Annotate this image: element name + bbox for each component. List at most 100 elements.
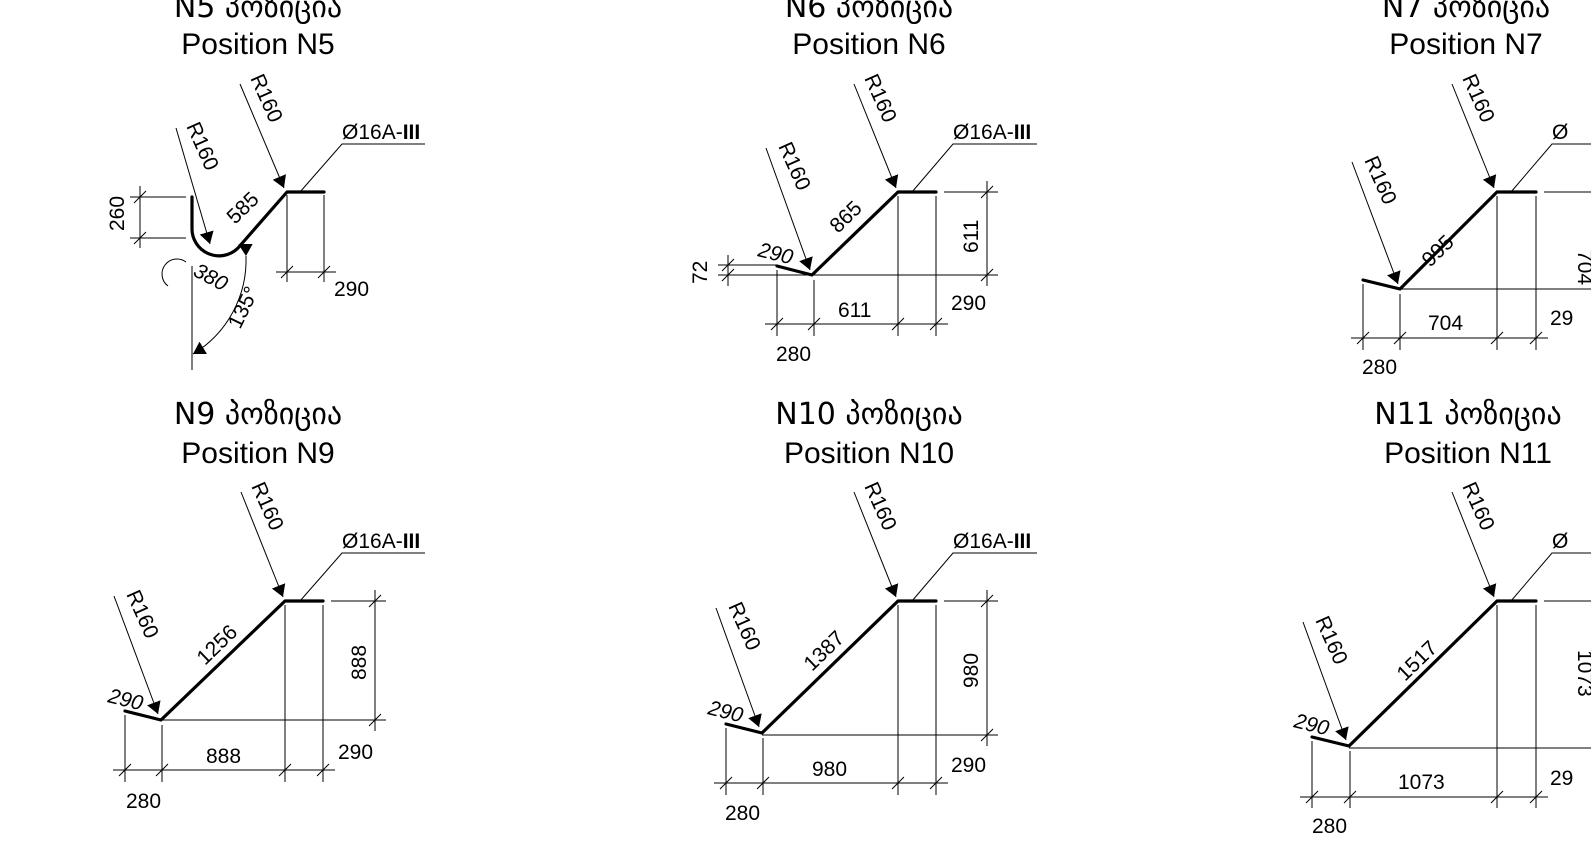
n11-tick	[1490, 790, 1504, 804]
n5-title-en: Position N5	[181, 28, 334, 61]
n5-diameter-leader	[299, 143, 425, 193]
n10-vertical-label: 980	[960, 653, 983, 688]
n10-tail-left-len-label: 290	[705, 696, 746, 727]
n10-diameter-leader	[911, 552, 1037, 602]
n11-tick	[1305, 790, 1319, 804]
n9-title-ka: N9 პოზიცია	[174, 397, 342, 432]
n10-tail-right-label: 290	[951, 754, 986, 777]
n6-title-ka: N6 პოზიცია	[785, 0, 953, 25]
n5-arc-symbol	[161, 258, 187, 287]
n11-horizontal-label: 1073	[1398, 771, 1445, 794]
n9-radius-upper-label: R160	[246, 479, 287, 534]
n5-title-ka: N5 პოზიცია	[174, 0, 342, 25]
n9-diameter-leader	[299, 552, 425, 602]
n9-tail-left-len-label: 290	[105, 684, 146, 715]
n5-radius-lower-label: R160	[181, 119, 222, 174]
n10-radius-upper-leader	[853, 491, 899, 598]
n7-tick	[1529, 331, 1543, 345]
n10-tick	[980, 728, 994, 742]
n5-tick	[280, 265, 294, 279]
n10-tick	[980, 594, 994, 608]
n7-radius-lower-label: R160	[1359, 153, 1400, 208]
n9-segment-label: 1256	[192, 621, 242, 670]
n9-diameter-label: Ø16A-III	[342, 530, 420, 553]
n7-radius-lower-leader	[1351, 161, 1401, 285]
n10-title-ka: N10 პოზიცია	[775, 397, 962, 432]
n10-tick	[891, 776, 905, 790]
n7-radius-upper-leader	[1451, 83, 1497, 189]
n9-bar-shape	[123, 599, 325, 722]
n7-radius-upper-label: R160	[1457, 71, 1498, 126]
n6-tick	[980, 185, 994, 199]
n11-radius-lower-leader	[1302, 621, 1349, 741]
n11-diameter-leader	[1510, 552, 1591, 602]
n10-radius-upper-label: R160	[859, 479, 900, 534]
n5-tick	[133, 231, 147, 245]
n6-tick	[980, 268, 994, 282]
n7-tick	[1490, 331, 1504, 345]
n11-radius-upper-leader	[1451, 491, 1497, 598]
n7-title-en: Position N7	[1389, 28, 1542, 61]
n6-radius-upper-leader	[853, 83, 899, 189]
n6-diameter-leader	[911, 143, 1037, 193]
n6-tick	[807, 317, 821, 331]
n7-horizontal-label: 704	[1428, 312, 1463, 335]
n6-tick	[770, 317, 784, 331]
n7-diameter-leader	[1510, 143, 1591, 193]
n10-tick	[719, 776, 733, 790]
n7-bar-shape	[1361, 190, 1538, 291]
n7-diameter-label: Ø	[1552, 121, 1568, 144]
n5-tick	[317, 265, 331, 279]
n10-horizontal-label: 980	[812, 758, 847, 781]
n9-tick	[155, 763, 169, 777]
n7-vertical-label: 704	[1573, 250, 1591, 285]
n9-tick	[118, 763, 132, 777]
n6-bar-shape	[775, 190, 938, 277]
n6-horizontal-label: 611	[838, 299, 871, 322]
n11-tick	[1529, 790, 1543, 804]
n9-radius-upper-leader	[240, 491, 286, 598]
n7-tail-left-label: 280	[1362, 356, 1397, 379]
n9-tick	[316, 763, 330, 777]
n6-tick	[929, 317, 943, 331]
n11-diameter-label: Ø	[1552, 530, 1568, 553]
n10-title-en: Position N10	[784, 437, 954, 470]
n9-vertical-label: 888	[348, 645, 371, 680]
position-n9: N9 პოზიცია Position N9 R160 R160 Ø16A-II…	[105, 397, 425, 813]
n6-vertical-label: 611	[960, 220, 983, 253]
n11-radius-upper-label: R160	[1457, 479, 1498, 534]
n5-segment-label: 585	[222, 188, 263, 229]
n6-diameter-label: Ø16A-III	[953, 121, 1031, 144]
n11-tick	[1343, 790, 1357, 804]
n6-tick	[891, 317, 905, 331]
n6-tick	[721, 258, 735, 272]
n9-tick	[368, 594, 382, 608]
n7-tick	[1356, 331, 1370, 345]
n6-tail-right-label: 290	[951, 292, 986, 315]
n6-drop-label: 72	[689, 261, 712, 284]
n7-tail-right-label: 29	[1550, 307, 1573, 330]
n9-radius-lower-leader	[113, 595, 161, 715]
n5-angle-label: 135°	[224, 283, 264, 332]
n5-diameter-label: Ø16A-III	[342, 121, 420, 144]
n11-tail-left-label: 280	[1312, 815, 1347, 838]
position-n5: N5 პოზიცია Position N5 R160 R160 Ø16A-II…	[106, 0, 425, 370]
n6-segment-label: 865	[825, 197, 866, 238]
n9-tick	[278, 763, 292, 777]
n9-horizontal-label: 888	[206, 745, 241, 768]
n9-title-en: Position N9	[181, 437, 334, 470]
n10-bar-shape	[724, 599, 938, 735]
n6-radius-lower-leader	[765, 147, 813, 271]
n11-vertical-label: 1073	[1573, 650, 1591, 697]
position-n6: N6 პოზიცია Position N6 R160 R160 Ø16A-II…	[689, 0, 1037, 366]
n10-diameter-label: Ø16A-III	[953, 530, 1031, 553]
n5-height-label: 260	[106, 196, 129, 231]
n10-radius-lower-leader	[715, 607, 762, 728]
n5-tail-right-label: 290	[334, 278, 369, 301]
n6-title-en: Position N6	[792, 28, 945, 61]
n7-title-ka: N7 პოზიცია	[1382, 0, 1550, 25]
n5-arc-length-label: 380	[190, 259, 232, 296]
n9-tick	[368, 713, 382, 727]
n5-tick	[133, 190, 147, 204]
